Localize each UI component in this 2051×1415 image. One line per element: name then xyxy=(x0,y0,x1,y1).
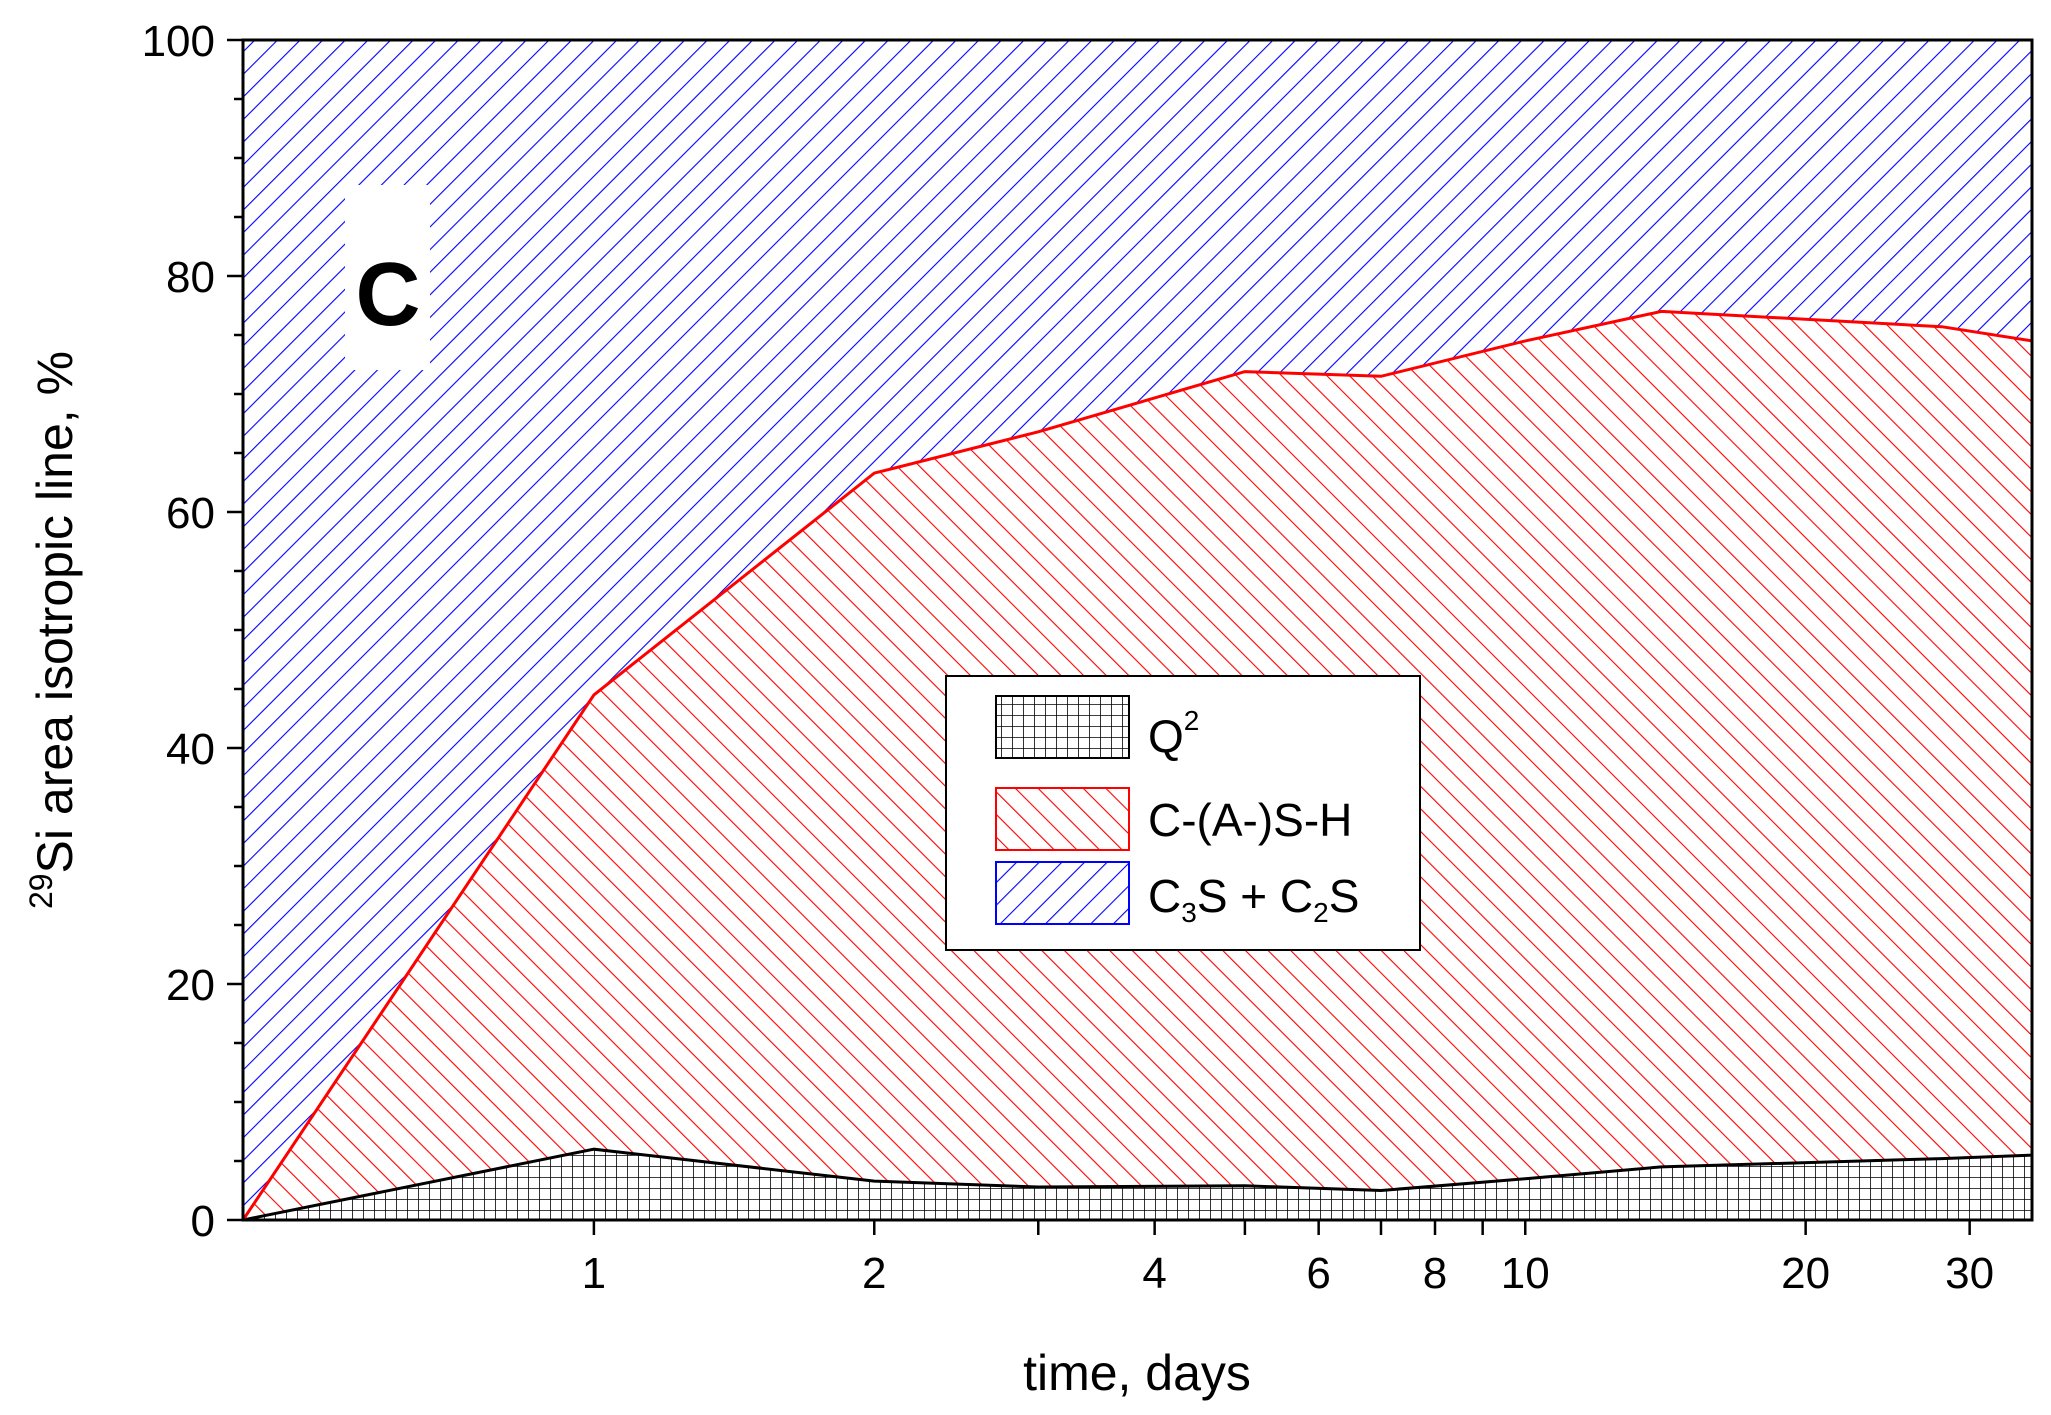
y-tick-label: 20 xyxy=(166,961,215,1010)
y-axis: 0 20 40 60 80 100 xyxy=(142,17,243,1246)
x-tick-label: 30 xyxy=(1945,1249,1994,1298)
y-axis-title-text: Si area isotropic line, % xyxy=(27,351,83,873)
legend-label-cash: C-(A-)S-H xyxy=(1148,794,1352,846)
legend-swatch-cash xyxy=(995,787,1130,851)
x-tick-label: 1 xyxy=(582,1249,606,1298)
y-axis-title-superscript: 29 xyxy=(23,873,59,909)
legend-swatch-q2 xyxy=(995,695,1130,759)
area-layers xyxy=(243,40,2032,1220)
legend-label-q2: Q2 xyxy=(1148,705,1199,762)
y-tick-label: 100 xyxy=(142,17,215,66)
y-tick-label: 80 xyxy=(166,253,215,302)
series-boundary-lines xyxy=(243,40,2032,1220)
x-axis: 1 2 4 6 8 10 20 30 xyxy=(582,1220,1994,1298)
area-q2 xyxy=(243,1149,2032,1220)
line-cash xyxy=(243,309,2032,1220)
y-axis-title: 29Si area isotropic line, % xyxy=(23,351,83,909)
y-tick-label: 60 xyxy=(166,489,215,538)
legend: Q2 C-(A-)S-H C3S + C2S xyxy=(945,675,1421,951)
x-tick-label: 20 xyxy=(1781,1249,1830,1298)
legend-label-c3s: C3S + C2S xyxy=(1148,870,1359,928)
panel-label-background xyxy=(345,185,430,370)
panel-label: C xyxy=(345,185,430,370)
y-tick-label: 0 xyxy=(191,1197,215,1246)
y-tick-label: 40 xyxy=(166,725,215,774)
x-tick-label: 2 xyxy=(862,1249,886,1298)
x-tick-label: 8 xyxy=(1423,1249,1447,1298)
line-q2 xyxy=(243,1147,2032,1220)
x-tick-label: 4 xyxy=(1142,1249,1166,1298)
area-c3s xyxy=(243,40,2032,1220)
x-tick-label: 6 xyxy=(1306,1249,1330,1298)
panel-label-text: C xyxy=(356,245,421,345)
legend-swatch-c3s xyxy=(995,861,1130,925)
x-axis-title: time, days xyxy=(1023,1345,1251,1401)
x-tick-label: 10 xyxy=(1501,1249,1550,1298)
